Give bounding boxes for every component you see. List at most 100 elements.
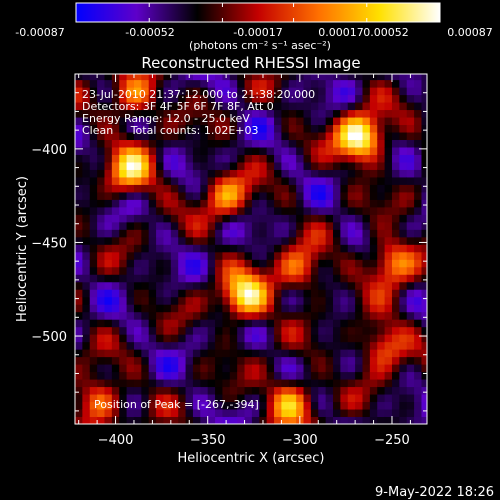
heatmap-cell	[399, 221, 408, 230]
heatmap-cell	[215, 169, 223, 178]
heatmap-cell	[325, 154, 334, 163]
heatmap-cell	[296, 394, 305, 403]
heatmap-cell	[355, 371, 363, 380]
heatmap-cell	[119, 94, 128, 103]
heatmap-cell	[318, 274, 327, 283]
heatmap-cell	[384, 102, 393, 111]
heatmap-cell	[229, 199, 238, 208]
heatmap-cell	[185, 394, 194, 403]
heatmap-cell	[156, 117, 164, 126]
heatmap-cell	[163, 379, 172, 388]
heatmap-cell	[207, 221, 216, 230]
heatmap-cell	[185, 87, 194, 96]
heatmap-cell	[207, 139, 216, 148]
heatmap-cell	[251, 87, 260, 96]
heatmap-cell	[281, 289, 290, 298]
heatmap-cell	[310, 349, 319, 358]
heatmap-cell	[111, 244, 120, 253]
heatmap-cell	[222, 87, 231, 96]
heatmap-cell	[251, 124, 260, 133]
heatmap-cell	[89, 102, 98, 111]
heatmap-cell	[244, 304, 253, 313]
heatmap-cell	[259, 79, 268, 88]
heatmap-cell	[104, 289, 113, 298]
heatmap-cell	[406, 289, 415, 298]
heatmap-cell	[340, 191, 349, 200]
heatmap-cell	[170, 304, 179, 313]
heatmap-cell	[119, 386, 128, 395]
heatmap-cell	[333, 371, 341, 380]
heatmap-cell	[126, 244, 135, 253]
heatmap-cell	[200, 386, 209, 395]
heatmap-cell	[421, 229, 427, 238]
heatmap-cell	[266, 229, 275, 238]
heatmap-cell	[185, 244, 194, 253]
heatmap-cell	[355, 364, 363, 373]
heatmap-cell	[119, 274, 128, 283]
heatmap-cell	[399, 191, 408, 200]
heatmap-cell	[274, 409, 282, 418]
heatmap-cell	[119, 74, 128, 81]
heatmap-cell	[266, 191, 275, 200]
heatmap-cell	[244, 124, 253, 133]
heatmap-cell	[303, 274, 312, 283]
heatmap-cell	[325, 132, 334, 141]
heatmap-cell	[237, 154, 246, 163]
heatmap-cell	[97, 364, 105, 373]
heatmap-cell	[310, 191, 319, 200]
heatmap-cell	[362, 74, 371, 81]
heatmap-cell	[148, 146, 157, 155]
heatmap-cell	[384, 87, 393, 96]
heatmap-cell	[82, 341, 91, 350]
heatmap-cell	[318, 206, 327, 215]
heatmap-cell	[207, 199, 216, 208]
heatmap-cell	[97, 139, 105, 148]
heatmap-cell	[141, 266, 150, 275]
heatmap-cell	[340, 356, 349, 365]
heatmap-cell	[391, 259, 400, 268]
heatmap-cell	[391, 221, 400, 230]
heatmap-cell	[104, 117, 113, 126]
heatmap-cell	[325, 386, 334, 395]
heatmap-cell	[325, 259, 334, 268]
heatmap-cell	[310, 409, 319, 418]
heatmap-cell	[126, 132, 135, 141]
heatmap-cell	[384, 146, 393, 155]
heatmap-cell	[192, 117, 201, 126]
heatmap-cell	[406, 356, 415, 365]
heatmap-cell	[119, 341, 128, 350]
heatmap-cell	[377, 386, 386, 395]
colorbar-tick-label: 0.00017	[318, 26, 364, 39]
heatmap-cell	[207, 191, 216, 200]
heatmap-cell	[82, 416, 91, 424]
heatmap-cell	[185, 379, 194, 388]
heatmap-cell	[163, 199, 172, 208]
heatmap-cell	[215, 102, 223, 111]
heatmap-cell	[296, 379, 305, 388]
heatmap-cell	[251, 244, 260, 253]
heatmap-cell	[141, 79, 150, 88]
heatmap-cell	[119, 214, 128, 223]
heatmap-cell	[399, 79, 408, 88]
heatmap-cell	[325, 416, 334, 424]
heatmap-cell	[163, 259, 172, 268]
heatmap-cell	[229, 266, 238, 275]
heatmap-cell	[207, 132, 216, 141]
heatmap-cell	[207, 296, 216, 305]
heatmap-cell	[414, 386, 422, 395]
x-tick-label: −400	[98, 433, 134, 448]
heatmap-cell	[156, 334, 164, 343]
heatmap-cell	[207, 356, 216, 365]
heatmap-cell	[369, 214, 378, 223]
heatmap-cell	[288, 161, 297, 170]
heatmap-cell	[222, 349, 231, 358]
heatmap-cell	[148, 266, 157, 275]
heatmap-cell	[148, 176, 157, 185]
heatmap-cell	[163, 206, 172, 215]
heatmap-cell	[133, 364, 142, 373]
heatmap-cell	[259, 334, 268, 343]
heatmap-cell	[259, 199, 268, 208]
heatmap-cell	[333, 394, 341, 403]
heatmap-cell	[303, 244, 312, 253]
heatmap-cell	[229, 341, 238, 350]
